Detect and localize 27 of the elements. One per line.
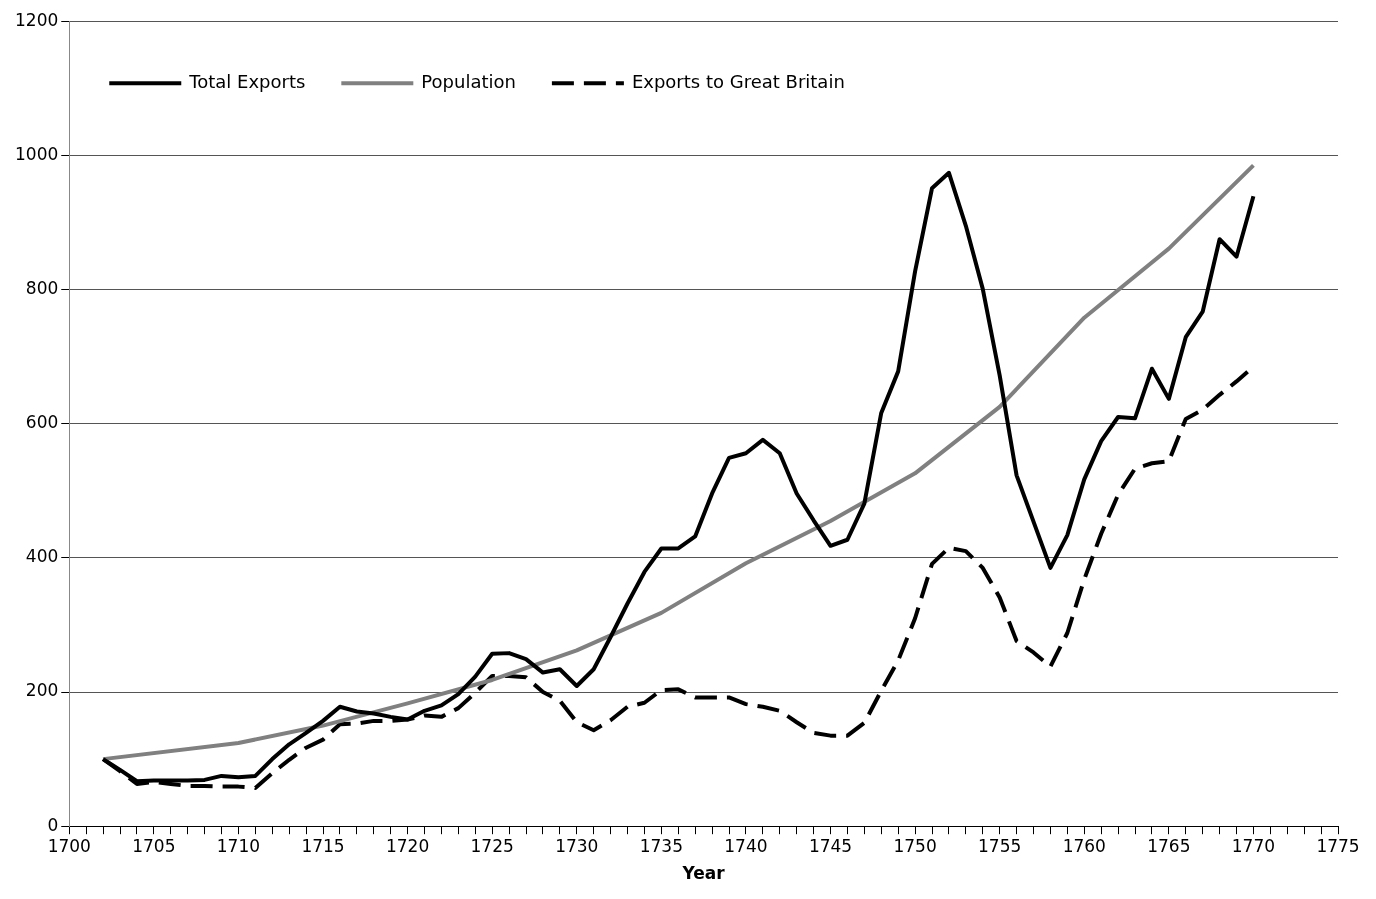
y-tick-label: 200	[25, 680, 59, 701]
y-tick-label: 1200	[15, 9, 59, 30]
x-tick-label: 1710	[216, 835, 261, 856]
x-tick-label: 1730	[555, 835, 599, 856]
y-tick-label: 0	[47, 814, 59, 835]
y-tick-label: 600	[25, 412, 59, 433]
x-tick-label: 1770	[1231, 835, 1276, 856]
x-tick-label: 1700	[47, 835, 91, 856]
x-tick-label: 1760	[1062, 835, 1106, 856]
x-axis-title: Year	[681, 863, 726, 884]
legend-label: Exports to Great Britain	[631, 70, 845, 92]
y-tick-label: 400	[25, 546, 59, 567]
x-tick-label: 1720	[385, 835, 430, 856]
x-tick-label: 1745	[808, 835, 853, 856]
x-tick-label: 1735	[639, 835, 683, 856]
x-tick-label: 1775	[1316, 835, 1360, 856]
y-tick-label: 800	[25, 277, 59, 298]
x-tick-label: 1740	[724, 835, 768, 856]
x-tick-label: 1725	[470, 835, 514, 856]
legend-label: Total Exports	[188, 70, 306, 92]
x-tick-label: 1715	[301, 835, 345, 856]
x-tick-label: 1765	[1147, 835, 1191, 856]
x-tick-label: 1705	[132, 835, 176, 856]
legend-label: Population	[421, 70, 516, 92]
x-tick-label: 1755	[978, 835, 1022, 856]
y-tick-label: 1000	[15, 143, 59, 164]
x-tick-label: 1750	[893, 835, 937, 856]
